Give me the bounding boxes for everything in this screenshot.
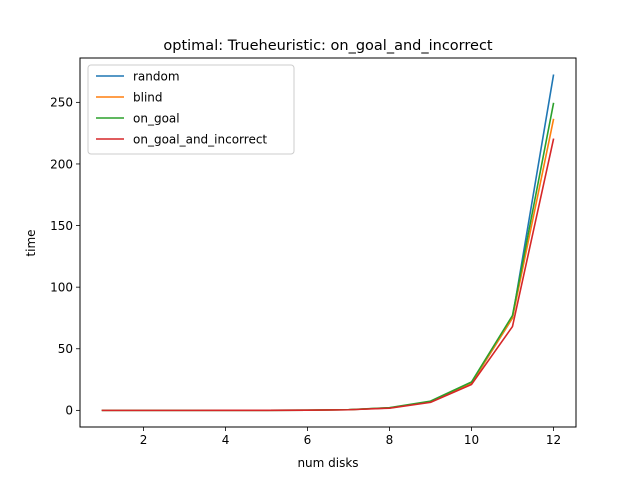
y-tick-label: 150 — [50, 219, 73, 233]
x-tick-label: 2 — [140, 433, 148, 447]
x-axis-label: num disks — [297, 456, 358, 470]
legend-label-random: random — [133, 69, 180, 83]
chart-title: optimal: Trueheuristic: on_goal_and_inco… — [163, 38, 493, 54]
legend-label-on-goal-and-incorrect: on_goal_and_incorrect — [133, 132, 267, 146]
legend: random blind on_goal on_goal_and_incorrect — [87, 64, 295, 155]
y-tick-label: 200 — [50, 157, 73, 171]
x-tick-label: 10 — [464, 433, 479, 447]
legend-label-blind: blind — [133, 90, 163, 104]
y-axis-label: time — [24, 229, 38, 256]
y-axis-ticks: 0 50 100 150 200 250 — [50, 96, 80, 418]
plot-lines — [101, 74, 555, 412]
x-axis-ticks: 2 4 6 8 10 12 — [140, 427, 561, 447]
legend-frame — [87, 64, 295, 155]
x-tick-label: 12 — [546, 433, 561, 447]
legend-label-on-goal: on_goal — [133, 111, 180, 125]
x-tick-label: 6 — [304, 433, 312, 447]
y-tick-label: 250 — [50, 96, 73, 110]
y-tick-label: 50 — [58, 342, 73, 356]
x-tick-label: 4 — [222, 433, 230, 447]
plot-frame — [79, 57, 577, 428]
x-tick-label: 8 — [386, 433, 394, 447]
y-tick-label: 0 — [65, 404, 73, 418]
series-line-on-goal-and-incorrect — [101, 138, 555, 412]
y-tick-label: 100 — [50, 280, 73, 294]
